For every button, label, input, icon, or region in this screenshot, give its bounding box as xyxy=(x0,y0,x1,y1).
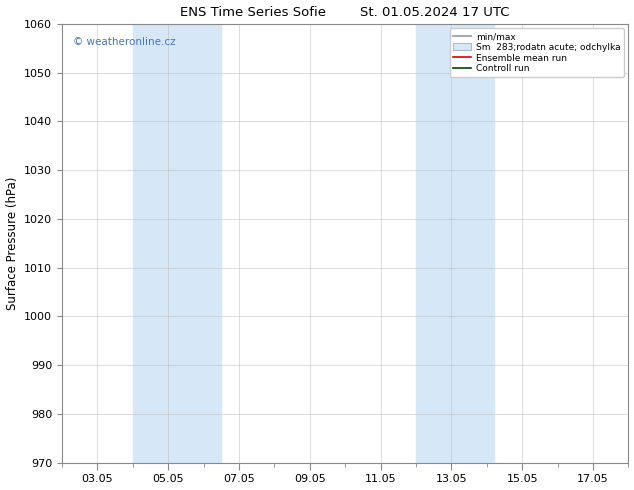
Y-axis label: Surface Pressure (hPa): Surface Pressure (hPa) xyxy=(6,176,18,310)
Legend: min/max, Sm  283;rodatn acute; odchylka, Ensemble mean run, Controll run: min/max, Sm 283;rodatn acute; odchylka, … xyxy=(450,28,624,77)
Bar xyxy=(416,24,494,463)
Bar xyxy=(133,24,221,463)
Title: ENS Time Series Sofie        St. 01.05.2024 17 UTC: ENS Time Series Sofie St. 01.05.2024 17 … xyxy=(181,5,510,19)
Text: © weatheronline.cz: © weatheronline.cz xyxy=(74,37,176,47)
